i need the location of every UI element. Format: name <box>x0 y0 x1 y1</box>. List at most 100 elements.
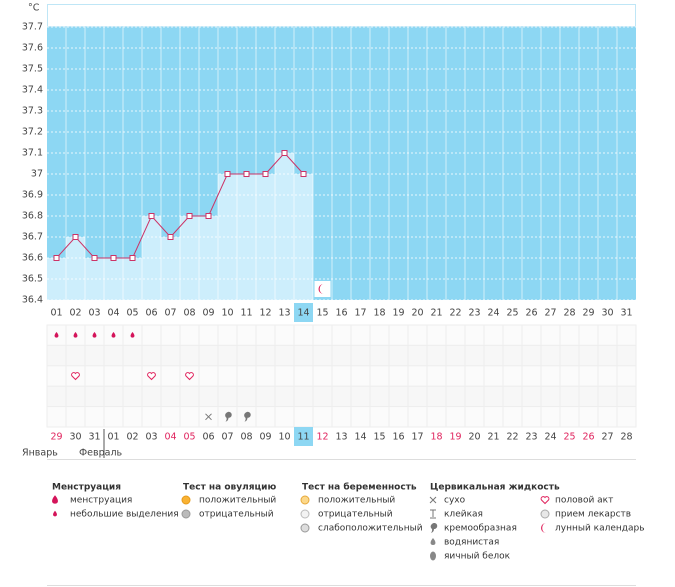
icon-heart <box>71 372 80 381</box>
y-tick-label: 37 <box>31 169 43 180</box>
day-label: 21 <box>430 308 442 319</box>
icon-moon <box>541 523 546 533</box>
temp-point <box>91 255 98 261</box>
day-label: 02 <box>69 308 81 319</box>
icon-dry <box>429 496 437 504</box>
day-label: 14 <box>297 308 309 319</box>
icon-heart <box>185 372 194 381</box>
date-label: 15 <box>373 432 385 443</box>
legend-label: слабоположительный <box>318 524 423 534</box>
date-label: 17 <box>411 432 423 443</box>
legend-label: положительный <box>318 496 395 506</box>
temp-point <box>129 255 136 261</box>
symptom-row <box>46 324 637 346</box>
y-tick-label: 36.7 <box>22 232 43 243</box>
day-label: 16 <box>335 308 347 319</box>
icon-drop <box>52 495 58 504</box>
icon-heart <box>147 372 156 381</box>
date-label: 08 <box>240 432 252 443</box>
temp-point <box>186 213 193 219</box>
day-label: 12 <box>259 308 271 319</box>
icon-drop-small <box>92 332 97 338</box>
legend-label: отрицательный <box>318 510 393 520</box>
today-highlight <box>294 427 313 446</box>
y-tick-label: 36.9 <box>22 190 43 201</box>
day-label: 01 <box>50 308 62 319</box>
y-tick-label: 37.6 <box>22 43 43 54</box>
header-strip <box>47 4 636 27</box>
icon-sticky <box>430 509 436 519</box>
date-label: 06 <box>202 432 214 443</box>
date-label: 05 <box>183 432 195 443</box>
legend-label: небольшие выделения <box>70 510 179 520</box>
temp-point <box>243 171 250 177</box>
date-label: 23 <box>525 432 537 443</box>
temp-column <box>66 237 85 300</box>
icon-preg-neg <box>300 509 310 519</box>
temp-column <box>161 237 180 300</box>
temp-point <box>281 150 288 156</box>
day-label: 06 <box>145 308 157 319</box>
temp-point <box>72 234 79 240</box>
symptom-row <box>46 385 637 408</box>
day-label: 04 <box>107 308 119 319</box>
today-highlight <box>294 303 313 322</box>
temp-point <box>110 255 117 261</box>
date-label: 14 <box>354 432 366 443</box>
day-label: 18 <box>373 308 385 319</box>
icon-preg-pos <box>300 495 310 505</box>
date-label: 09 <box>259 432 271 443</box>
icon-heart <box>540 496 550 505</box>
legend-title: Тест на беременность <box>302 482 417 493</box>
y-tick-label: 37.7 <box>22 22 43 33</box>
date-label: 28 <box>620 432 632 443</box>
temp-column <box>256 174 275 300</box>
date-label: 26 <box>582 432 594 443</box>
day-label: 20 <box>411 308 423 319</box>
day-label: 23 <box>468 308 480 319</box>
temp-column <box>275 153 294 300</box>
symptom-row <box>46 344 637 367</box>
temp-point <box>262 171 269 177</box>
day-label: 30 <box>601 308 613 319</box>
legend-label: прием лекарств <box>555 510 631 520</box>
date-label: 29 <box>50 432 62 443</box>
y-tick-label: 36.6 <box>22 253 43 264</box>
day-label: 22 <box>449 308 461 319</box>
day-label: 03 <box>88 308 100 319</box>
date-label: 20 <box>468 432 480 443</box>
y-tick-label: 36.8 <box>22 211 43 222</box>
date-label: 31 <box>88 432 100 443</box>
date-label: 02 <box>126 432 138 443</box>
icon-preg-weak <box>300 523 310 533</box>
temp-point <box>205 213 212 219</box>
temp-point <box>224 171 231 177</box>
icon-drop-small <box>130 332 135 338</box>
icon-drop-small <box>53 510 57 517</box>
day-label: 19 <box>392 308 404 319</box>
y-tick-label: 37.4 <box>22 85 43 96</box>
date-label: 13 <box>335 432 347 443</box>
date-label: 22 <box>506 432 518 443</box>
legend-label: яичный белок <box>444 552 511 562</box>
y-tick-label: 37.1 <box>22 148 43 159</box>
date-label: 30 <box>69 432 81 443</box>
date-label: 07 <box>221 432 233 443</box>
icon-eggwhite <box>430 551 436 561</box>
date-label: 27 <box>601 432 613 443</box>
day-label: 13 <box>278 308 290 319</box>
month-label: Январь <box>22 448 58 459</box>
y-tick-label: 37.2 <box>22 127 43 138</box>
day-label: 17 <box>354 308 366 319</box>
date-label: 03 <box>145 432 157 443</box>
date-label: 16 <box>392 432 404 443</box>
temp-point <box>53 255 60 261</box>
date-label: 04 <box>164 432 176 443</box>
legend-label: положительный <box>199 496 276 506</box>
day-label: 11 <box>240 308 252 319</box>
temp-line <box>56 152 304 259</box>
y-tick-label: 37.5 <box>22 64 43 75</box>
legend-label: менструация <box>70 496 132 506</box>
icon-pill <box>540 509 550 519</box>
